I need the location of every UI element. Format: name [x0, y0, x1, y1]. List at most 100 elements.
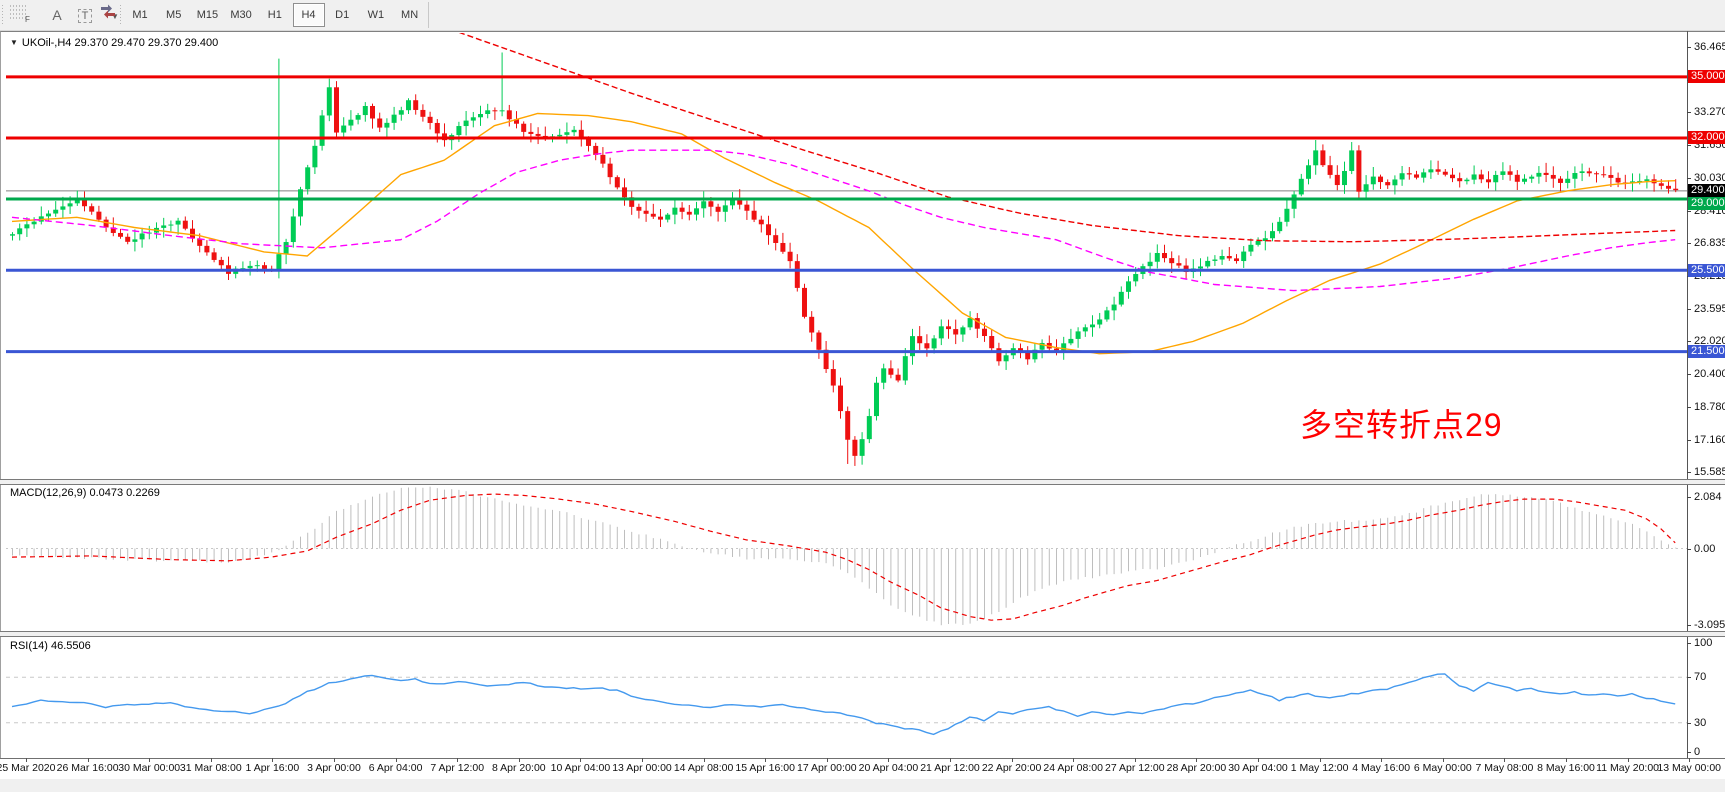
time-axis[interactable] [0, 758, 1725, 779]
price-tick-mark [1687, 243, 1691, 245]
time-axis-label[interactable]: 1 May 12:00 [1290, 762, 1349, 774]
candle-body [391, 114, 397, 123]
time-axis-label[interactable]: 25 Mar 2020 [0, 762, 56, 774]
time-axis-label[interactable]: 26 Mar 16:00 [56, 762, 119, 774]
candle-body [607, 163, 613, 178]
time-axis-label[interactable]: 10 Apr 04:00 [550, 762, 611, 774]
text-tool-button[interactable]: A [44, 3, 70, 27]
timeframe-button-m15[interactable]: M15 [191, 3, 223, 27]
arrows-tool-button[interactable]: ▼ [98, 3, 132, 27]
time-tick-mark [1134, 758, 1136, 762]
time-axis-label[interactable]: 17 Apr 00:00 [797, 762, 857, 774]
rsi-line [11, 673, 1676, 736]
time-axis-label[interactable]: 13 Apr 00:00 [612, 762, 672, 774]
candle-body [1306, 165, 1311, 179]
annotation-text[interactable]: 多空转折点29 [1300, 407, 1503, 443]
candle-body [1111, 304, 1117, 311]
time-tick-mark [1011, 758, 1013, 762]
rsi-tick-label: 70 [1694, 671, 1707, 684]
candle-body [571, 129, 577, 133]
candle-body [355, 115, 361, 120]
candle-body [1558, 178, 1563, 183]
timeframe-button-m5[interactable]: M5 [158, 3, 190, 27]
time-axis-label[interactable]: 7 Apr 12:00 [430, 762, 485, 774]
time-axis-label[interactable]: 30 Mar 00:00 [118, 762, 181, 774]
candle-body [211, 252, 217, 260]
time-axis-label[interactable]: 3 Apr 00:00 [307, 762, 361, 774]
candle-body [1277, 221, 1283, 232]
toolbar-drag-handle[interactable] [1, 4, 5, 26]
price-tick-label: 36.465 [1694, 41, 1725, 54]
text-label-tool-button[interactable]: T [72, 3, 98, 27]
candle-body [1255, 241, 1261, 245]
chart-window[interactable] [0, 31, 1725, 779]
timeframe-button-d1[interactable]: D1 [326, 3, 358, 27]
time-axis-label[interactable]: 15 Apr 16:00 [735, 762, 795, 774]
candle-body [679, 207, 685, 212]
candle-body [780, 242, 786, 252]
candle-body [686, 211, 692, 215]
price-tick-label: 20.400 [1694, 368, 1725, 380]
candle-body [348, 119, 354, 126]
macd-signal-line [11, 493, 1676, 621]
price-tick-label: 26.835 [1694, 237, 1725, 250]
candle-body [1162, 253, 1167, 259]
candle-body [377, 118, 383, 128]
candle-body [938, 326, 944, 339]
time-axis-label[interactable]: 11 May 20:00 [1596, 762, 1660, 774]
fibonacci-grid-icon: F [10, 5, 30, 22]
time-axis-label[interactable]: 27 Apr 12:00 [1105, 762, 1165, 774]
panel-divider[interactable] [0, 631, 1725, 637]
time-axis-label[interactable]: 24 Apr 08:00 [1043, 762, 1103, 774]
candle-body [1666, 185, 1671, 189]
timeframe-button-m1[interactable]: M1 [124, 3, 156, 27]
candlesticks [10, 52, 1679, 466]
time-axis-label[interactable]: 1 Apr 16:00 [245, 762, 300, 774]
time-axis-label[interactable]: 28 Apr 20:00 [1166, 762, 1227, 774]
timeframe-button-m30[interactable]: M30 [225, 3, 257, 27]
symbol-dropdown-icon[interactable]: ▼ [10, 38, 18, 47]
time-axis-label[interactable]: 7 May 08:00 [1475, 762, 1534, 774]
time-axis-label[interactable]: 31 Mar 08:00 [179, 762, 242, 774]
time-tick-mark [1504, 758, 1506, 762]
time-axis-label[interactable]: 6 Apr 04:00 [368, 762, 423, 774]
candle-body [276, 254, 282, 271]
fibonacci-tool-button[interactable]: F [8, 3, 38, 27]
time-tick-mark [1566, 758, 1567, 762]
time-axis-label[interactable]: 4 May 16:00 [1352, 762, 1411, 774]
candle-body [974, 318, 980, 329]
time-tick-mark [1258, 758, 1259, 762]
candle-body [132, 239, 138, 242]
candle-body [794, 261, 800, 288]
candle-body [953, 329, 959, 335]
time-axis-label[interactable]: 8 Apr 20:00 [491, 762, 546, 774]
timeframe-button-mn[interactable]: MN [394, 3, 426, 27]
rsi-indicator-label: RSI(14) 46.5506 [10, 640, 91, 652]
timeframe-button-h1[interactable]: H1 [259, 3, 291, 27]
timeframe-button-h4[interactable]: H4 [292, 3, 325, 27]
panel-divider[interactable] [0, 479, 1725, 485]
time-axis-label[interactable]: 21 Apr 12:00 [920, 762, 980, 774]
time-axis-label[interactable]: 22 Apr 20:00 [981, 762, 1042, 774]
time-axis-label[interactable]: 13 May 00:00 [1657, 762, 1722, 774]
candle-body [485, 110, 491, 115]
candle-body [1054, 348, 1059, 351]
candle-body [96, 211, 102, 220]
time-axis-label[interactable]: 6 May 00:00 [1413, 762, 1472, 774]
candle-body [1536, 172, 1542, 177]
candle-body [204, 245, 210, 253]
toolbar-drag-handle[interactable] [119, 4, 123, 26]
candle-body [1298, 178, 1304, 195]
candle-body [1435, 169, 1441, 172]
price-tick-label: 18.780 [1694, 400, 1725, 413]
time-tick-mark [149, 758, 151, 762]
time-axis-label[interactable]: 14 Apr 08:00 [673, 762, 734, 774]
candle-body [823, 349, 829, 370]
time-axis-label[interactable]: 8 May 16:00 [1537, 762, 1595, 774]
time-axis-label[interactable]: 30 Apr 04:00 [1228, 762, 1288, 774]
timeframe-button-w1[interactable]: W1 [360, 3, 392, 27]
time-axis-label[interactable]: 20 Apr 04:00 [858, 762, 919, 774]
candle-body [24, 224, 30, 229]
price-tick-mark [1687, 439, 1691, 441]
